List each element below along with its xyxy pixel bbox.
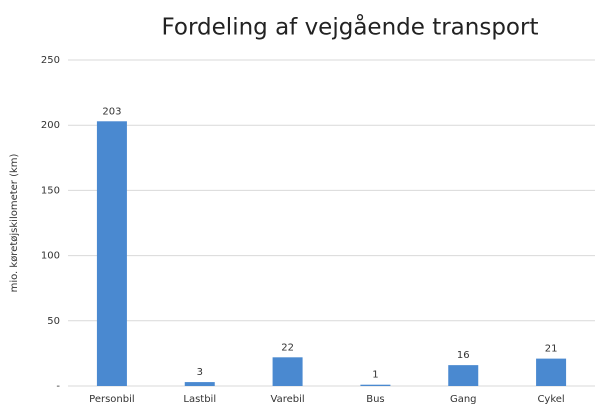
data-label: 3 <box>197 367 203 378</box>
y-axis-label: mio. køretøjskilometer (km) <box>9 153 20 292</box>
y-tick-label: - <box>56 381 60 392</box>
y-tick-label: 250 <box>41 55 60 66</box>
data-label: 22 <box>281 342 294 353</box>
bar <box>360 384 391 386</box>
bar <box>536 358 567 386</box>
x-tick-label: Gang <box>450 394 477 405</box>
chart-title: Fordeling af vejgående transport <box>162 13 539 41</box>
x-tick-label: Lastbil <box>183 394 216 405</box>
y-tick-label: 200 <box>41 120 60 131</box>
x-tick-label: Bus <box>366 394 384 405</box>
y-tick-label: 150 <box>41 185 60 196</box>
x-tick-label: Personbil <box>89 394 135 405</box>
data-label: 203 <box>102 106 121 117</box>
data-label: 21 <box>545 344 558 355</box>
data-label: 16 <box>457 350 470 361</box>
x-tick-label: Cykel <box>537 394 564 405</box>
bar <box>184 382 215 386</box>
bar <box>448 365 479 386</box>
bar <box>96 121 127 387</box>
bar <box>272 357 303 386</box>
x-tick-label: Varebil <box>271 394 305 405</box>
y-tick-label: 100 <box>41 251 60 262</box>
y-tick-label: 50 <box>47 316 60 327</box>
data-label: 1 <box>372 370 378 381</box>
